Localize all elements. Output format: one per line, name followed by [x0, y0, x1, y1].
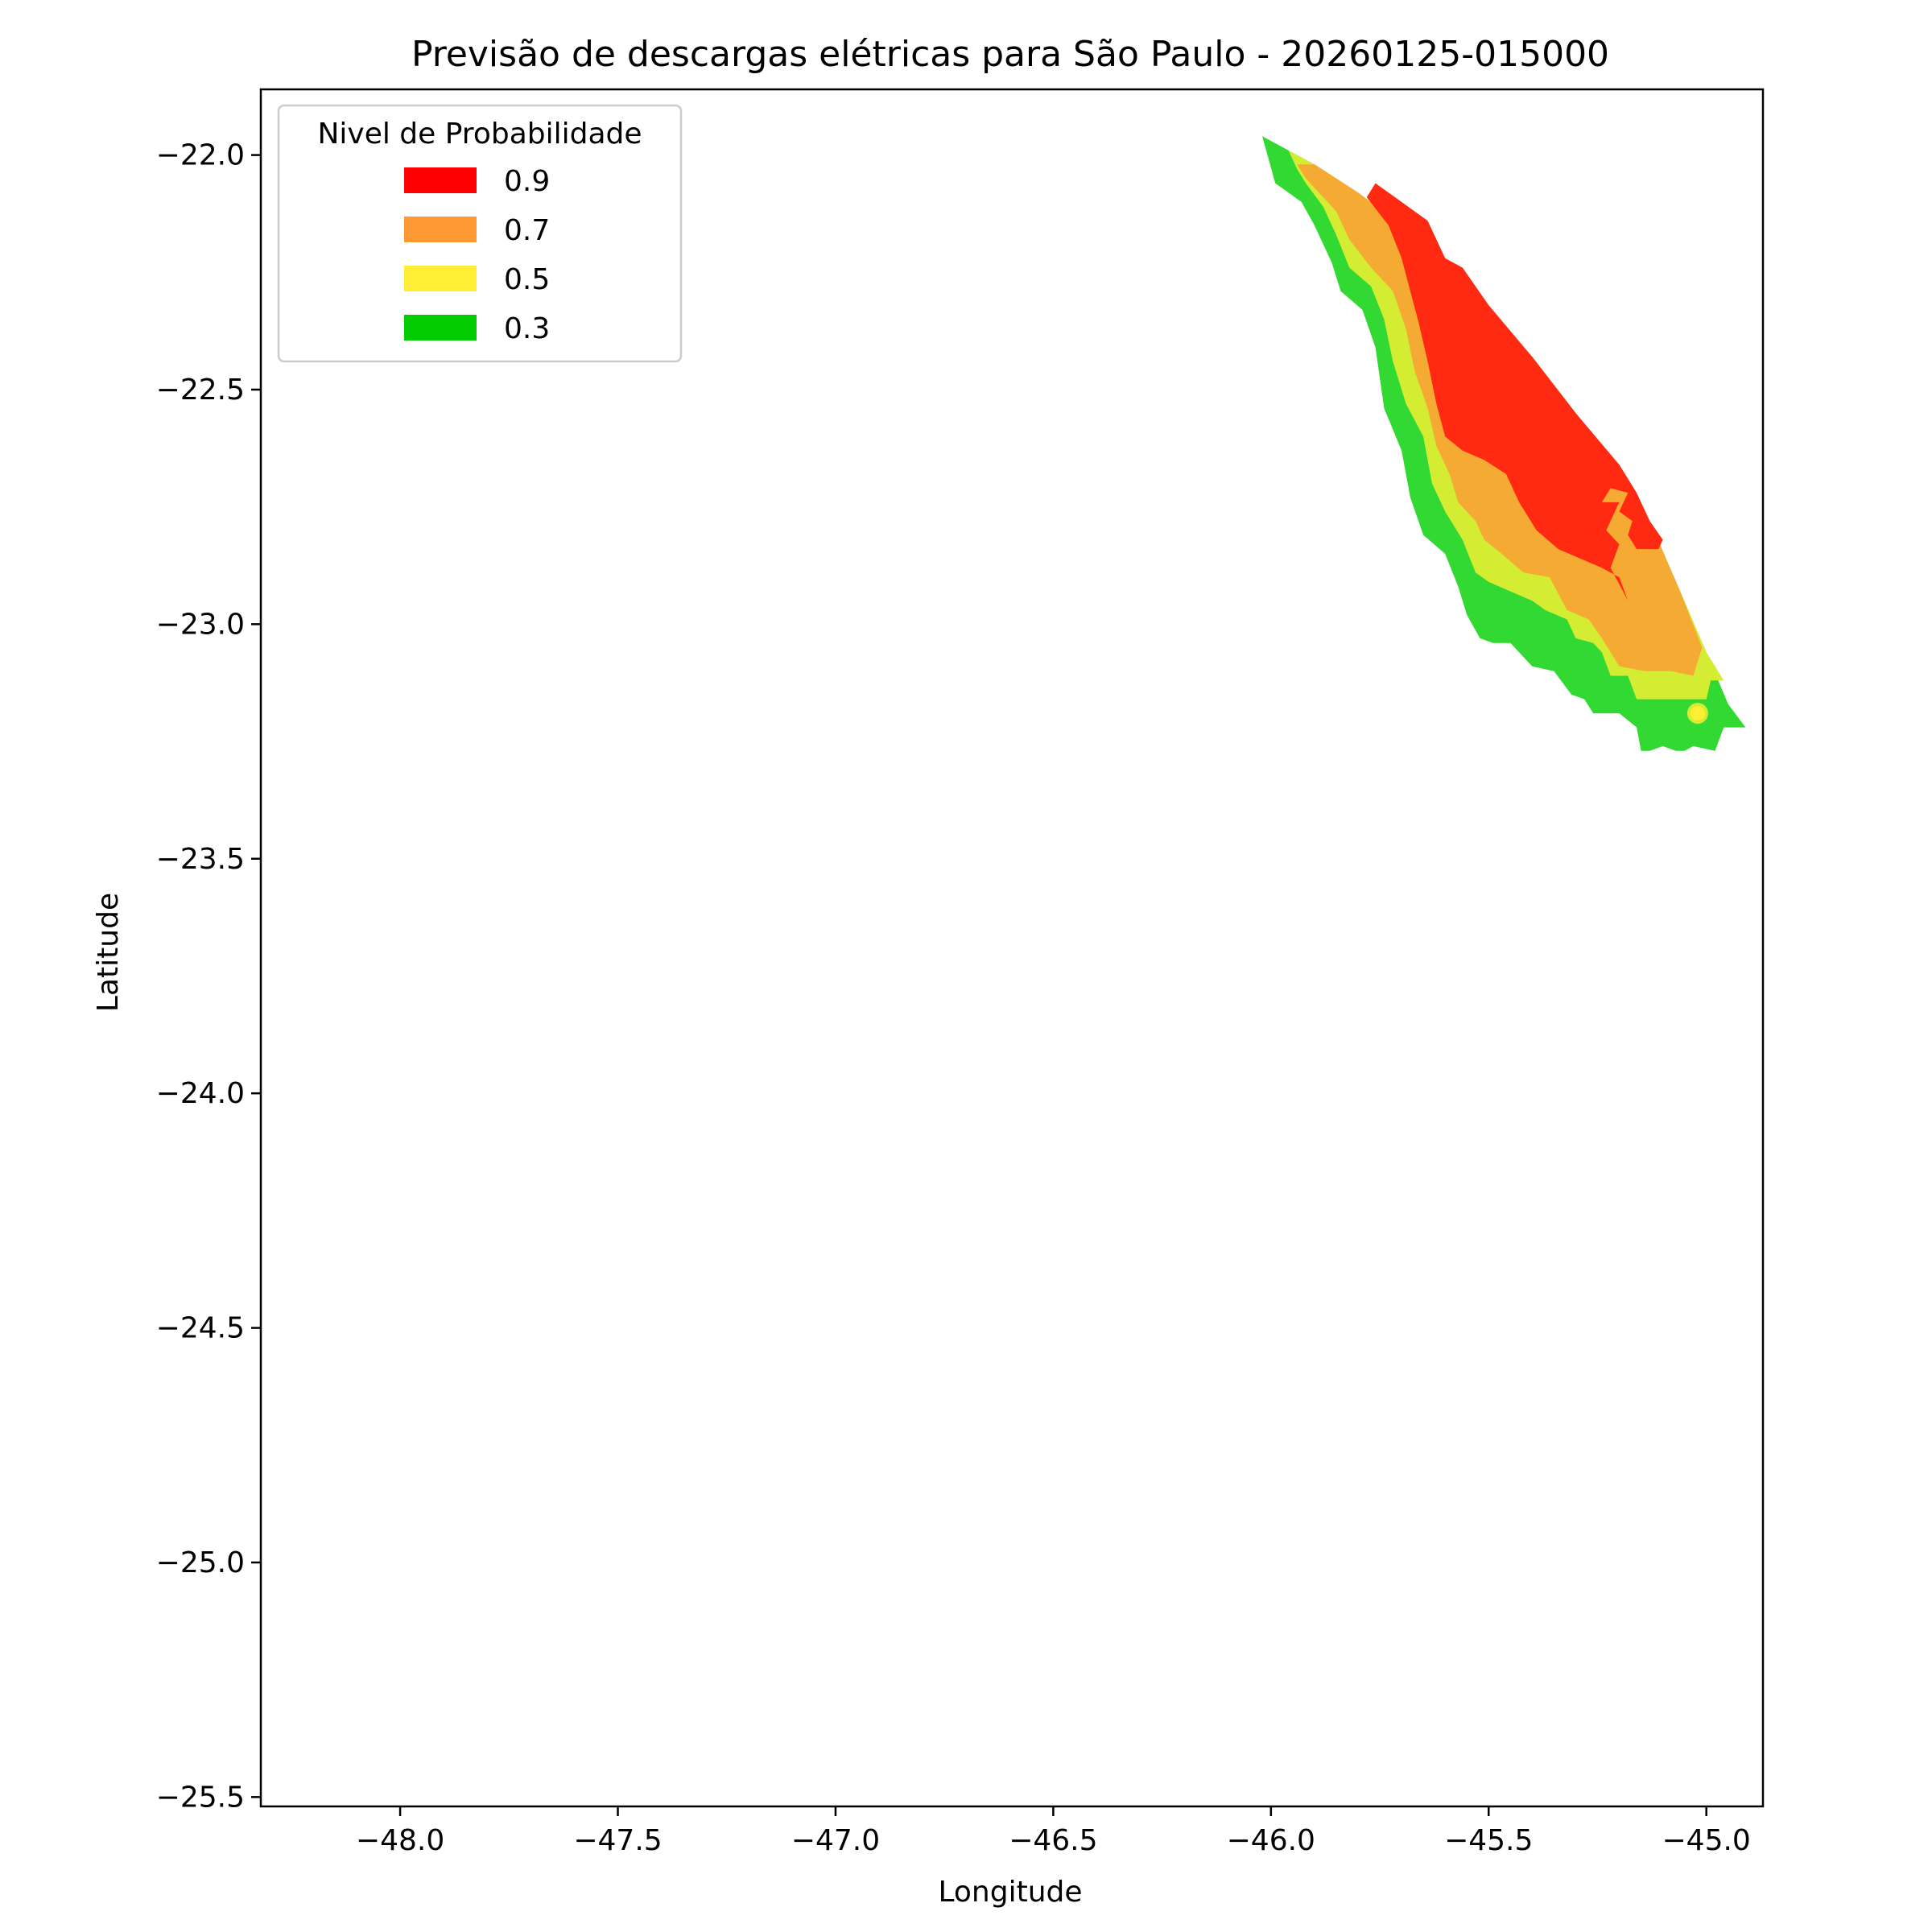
y-axis-label: Latitude — [92, 893, 125, 1012]
x-axis: −48.0 −47.5 −47.0 −46.5 −46.0 −45.5 −45.0 — [356, 1806, 1751, 1857]
x-tick-label: −46.5 — [1009, 1824, 1097, 1857]
y-tick-label: −22.5 — [156, 374, 245, 407]
legend-swatch — [404, 315, 477, 341]
x-axis-label: Longitude — [938, 1876, 1082, 1909]
y-tick-label: −24.0 — [156, 1077, 245, 1110]
legend: Nivel de Probabilidade 0.9 0.7 0.5 0.3 — [277, 104, 683, 363]
x-tick-label: −45.5 — [1444, 1824, 1533, 1857]
legend-label: 0.7 — [504, 214, 550, 247]
x-tick-label: −48.0 — [356, 1824, 444, 1857]
y-tick-label: −23.0 — [156, 608, 245, 641]
contour-layer — [1262, 136, 1746, 751]
plot-area — [259, 88, 1765, 1808]
plot-frame — [259, 88, 1765, 1808]
point-marker — [1686, 703, 1708, 724]
x-tick-label: −47.0 — [791, 1824, 880, 1857]
y-tick-label: −25.5 — [156, 1781, 245, 1814]
legend-swatch — [404, 167, 477, 193]
legend-swatch — [404, 266, 477, 291]
y-tick-label: −23.5 — [156, 843, 245, 876]
legend-label: 0.5 — [504, 263, 550, 296]
y-tick-label: −22.0 — [156, 139, 245, 172]
contour-level-0-9 — [1366, 183, 1663, 601]
chart-title: Previsão de descargas elétricas para São… — [411, 34, 1609, 75]
x-tick-label: −46.0 — [1227, 1824, 1315, 1857]
legend-entries: 0.9 0.7 0.5 0.3 — [404, 165, 550, 345]
legend-label: 0.9 — [504, 165, 550, 198]
legend-swatch — [404, 217, 477, 242]
x-tick-label: −45.0 — [1662, 1824, 1751, 1857]
legend-title: Nivel de Probabilidade — [317, 118, 642, 151]
legend-label: 0.3 — [504, 312, 550, 345]
y-axis: −22.0 −22.5 −23.0 −23.5 −24.0 −24.5 −25.0 −25.5 — [156, 139, 261, 1814]
x-tick-label: −47.5 — [573, 1824, 662, 1857]
y-tick-label: −25.0 — [156, 1546, 245, 1579]
legend-box — [277, 104, 683, 363]
y-tick-label: −24.5 — [156, 1312, 245, 1345]
